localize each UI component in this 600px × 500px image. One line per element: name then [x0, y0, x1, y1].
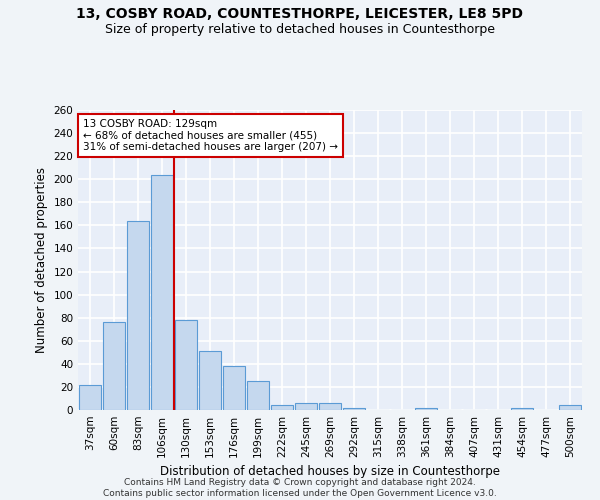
Bar	[511, 408, 533, 410]
Bar	[151, 174, 173, 410]
Bar	[319, 403, 341, 410]
Text: Size of property relative to detached houses in Countesthorpe: Size of property relative to detached ho…	[105, 22, 495, 36]
Bar	[223, 366, 245, 410]
Y-axis label: Number of detached properties: Number of detached properties	[35, 167, 48, 353]
Text: 13, COSBY ROAD, COUNTESTHORPE, LEICESTER, LE8 5PD: 13, COSBY ROAD, COUNTESTHORPE, LEICESTER…	[77, 8, 523, 22]
Bar	[295, 403, 317, 410]
Bar	[175, 320, 197, 410]
Bar	[343, 408, 365, 410]
Bar	[199, 351, 221, 410]
Bar	[247, 381, 269, 410]
Bar	[103, 322, 125, 410]
Text: 13 COSBY ROAD: 129sqm
← 68% of detached houses are smaller (455)
31% of semi-det: 13 COSBY ROAD: 129sqm ← 68% of detached …	[83, 119, 338, 152]
Bar	[79, 384, 101, 410]
Bar	[271, 406, 293, 410]
Bar	[127, 221, 149, 410]
Text: Contains HM Land Registry data © Crown copyright and database right 2024.
Contai: Contains HM Land Registry data © Crown c…	[103, 478, 497, 498]
Bar	[559, 406, 581, 410]
Bar	[415, 408, 437, 410]
X-axis label: Distribution of detached houses by size in Countesthorpe: Distribution of detached houses by size …	[160, 466, 500, 478]
